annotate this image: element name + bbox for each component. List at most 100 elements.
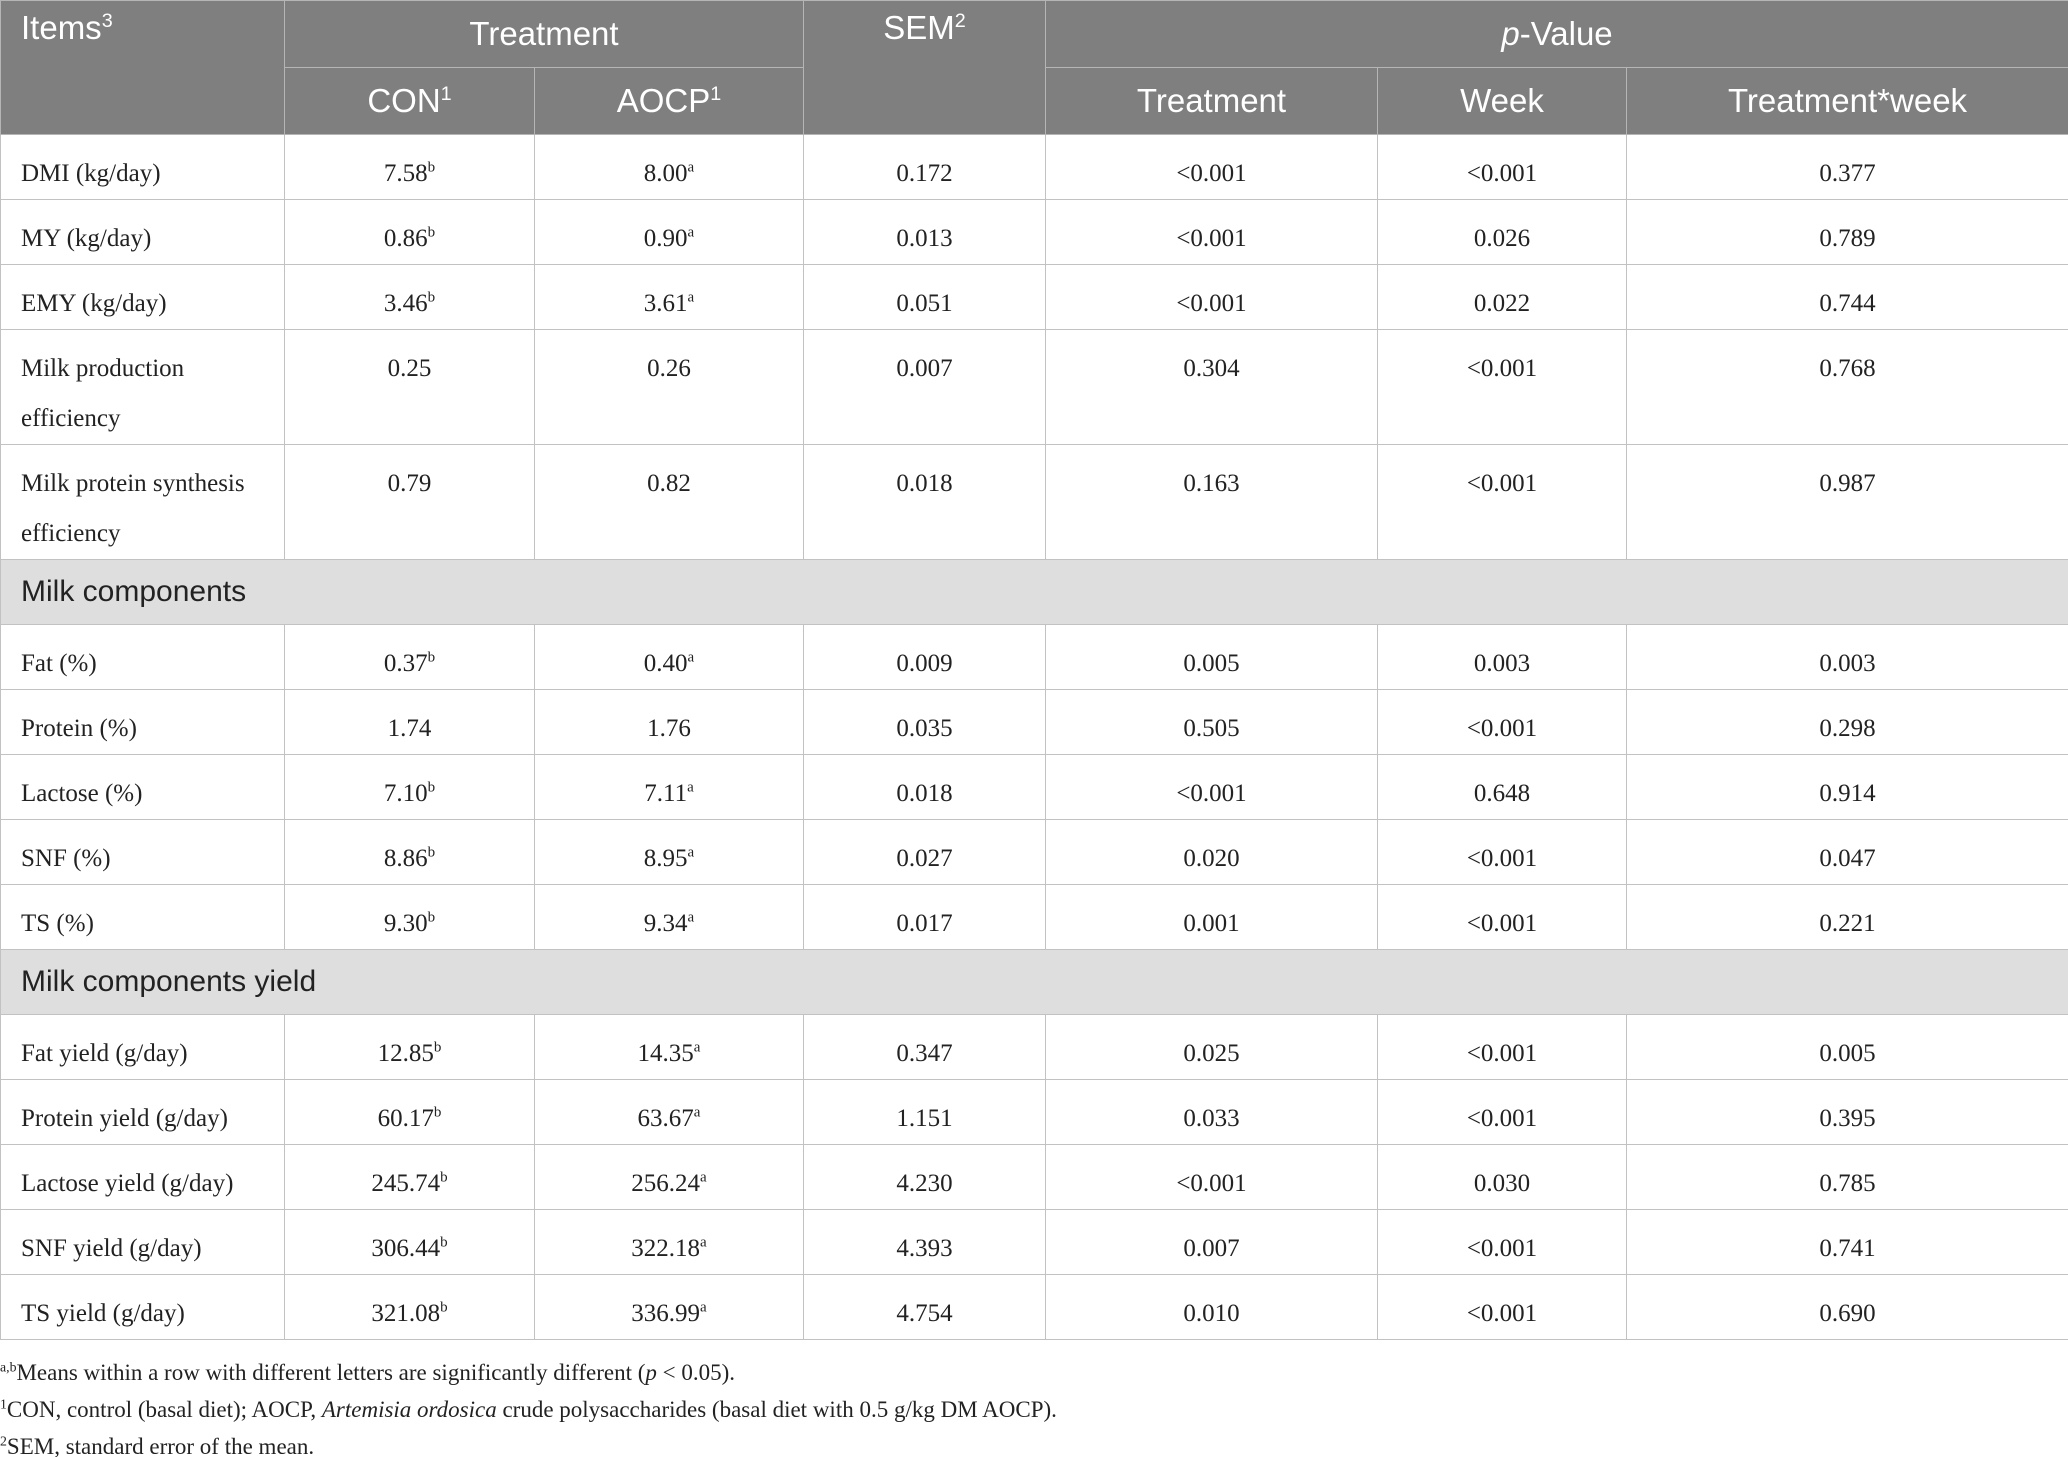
text: 0.648 [1473,780,1531,807]
table-row: Protein yield (g/day) 60.17b 63.67a 1.151 0.… [0,1079,2068,1145]
superscript: a,b [0,1359,17,1375]
text: Milk production efficiency [21,355,185,432]
text: 1.74 [387,715,432,742]
superscript: a [700,1234,707,1251]
text: 0.395 [1819,1105,1876,1132]
superscript: b [427,289,436,306]
text: <0.001 [1466,1235,1538,1262]
superscript: b [433,1104,442,1121]
header-cell: SEM2 [803,0,1047,135]
footnotes: a,bMeans within a row with different let… [0,1340,2068,1457]
table-cell: 0.304 [1045,329,1379,445]
table-cell: EMY (kg/day) [0,264,285,330]
text: <0.001 [1466,845,1538,872]
table-cell: 1.151 [803,1079,1047,1145]
text: 0.789 [1819,225,1876,252]
text: Treatment [469,15,619,52]
table-row: Milk components [0,559,2068,625]
text: 0.987 [1819,470,1876,497]
header-cell: Treatment*week [1626,67,2068,135]
header-cell: Treatment [283,0,805,68]
text: 245.74 [371,1170,441,1197]
table-cell: 0.37b [284,624,535,690]
table-cell: 0.298 [1626,689,2068,755]
text: SNF (%) [21,845,111,872]
text: <0.001 [1176,780,1247,807]
text: 8.00 [643,160,688,187]
table-cell: 0.001 [1045,884,1379,950]
table-cell: Protein (%) [0,689,285,755]
text: <0.001 [1466,715,1538,742]
footnote: a,bMeans within a row with different let… [0,1354,2068,1391]
table-cell: Milk production efficiency [0,329,285,445]
table-cell: 8.00a [533,134,805,200]
table-cell: 0.221 [1626,884,2068,950]
superscript: 1 [710,83,722,105]
text: Protein (%) [21,715,137,742]
text: Lactose (%) [21,780,143,807]
table-cell: Protein yield (g/day) [0,1079,285,1145]
header-row: CON1 AOCP1 Treatment Week Treatment*week [1,67,2068,135]
table-cell: 0.051 [803,264,1047,330]
text: Fat yield (g/day) [21,1040,188,1067]
text: 0.79 [387,470,432,497]
table-cell: <0.001 [1377,689,1628,755]
footnote: 1CON, control (basal diet); AOCP, Artemi… [0,1391,2068,1428]
header-cell: CON1 [284,67,535,135]
text: 0.690 [1819,1300,1876,1327]
text: <0.001 [1176,290,1247,317]
text: 0.033 [1183,1105,1240,1132]
table-cell: 0.020 [1045,819,1379,885]
italic-text: p [1501,15,1520,52]
text: -Value [1519,15,1613,52]
table-cell: 0.347 [803,1014,1047,1080]
table-cell: <0.001 [1377,329,1628,445]
table-row: TS (%) 9.30b 9.34a 0.017 0.001 <0.001 0.221 [0,884,2068,950]
header-cell: AOCP1 [533,67,805,135]
text: 0.37 [383,650,428,677]
text: Treatment [1136,82,1287,119]
table-cell: <0.001 [1377,1274,1628,1340]
table-cell: 0.035 [803,689,1047,755]
header-cell: p-Value [1045,0,2068,68]
text: 0.377 [1819,160,1876,187]
table-cell: 4.754 [803,1274,1047,1340]
table-cell: 0.007 [1045,1209,1379,1275]
text: DMI (kg/day) [21,160,161,187]
table-cell: 7.10b [284,754,535,820]
text: 3.46 [383,290,428,317]
text: CON, control (basal diet); AOCP, [6,1397,322,1422]
text: 0.010 [1183,1300,1240,1327]
table-cell: <0.001 [1045,199,1379,265]
table-cell: 0.741 [1626,1209,2068,1275]
text: 0.744 [1819,290,1876,317]
table-cell: 0.018 [803,754,1047,820]
superscript: b [427,159,436,176]
text: 60.17 [377,1105,434,1132]
table-cell: TS (%) [0,884,285,950]
superscript: 2 [954,10,966,32]
superscript: a [687,909,695,926]
section-heading: Milk components yield [0,949,2068,1015]
table-row: Fat yield (g/day) 12.85b 14.35a 0.347 0.025 <… [0,1014,2068,1080]
text: 0.025 [1183,1040,1240,1067]
superscript: a [693,1104,701,1121]
table-cell: Lactose yield (g/day) [0,1144,285,1210]
text: 7.11 [644,780,688,807]
table-cell: 0.648 [1377,754,1628,820]
superscript: b [427,649,436,666]
table-cell: 8.86b [284,819,535,885]
table-cell: 0.003 [1377,624,1628,690]
text: 321.08 [371,1300,441,1327]
table-row: MY (kg/day) 0.86b 0.90a 0.013 <0.001 0.026 0.7… [0,199,2068,265]
text: Protein yield (g/day) [21,1105,228,1132]
table-cell: <0.001 [1377,884,1628,950]
table-cell: 0.047 [1626,819,2068,885]
table-cell: 0.003 [1626,624,2068,690]
text: 9.30 [383,910,428,937]
text: 1.76 [647,715,691,742]
text: Lactose yield (g/day) [21,1170,234,1197]
text: 0.035 [896,715,953,742]
text: 0.001 [1183,910,1240,937]
table-cell: 1.74 [284,689,535,755]
